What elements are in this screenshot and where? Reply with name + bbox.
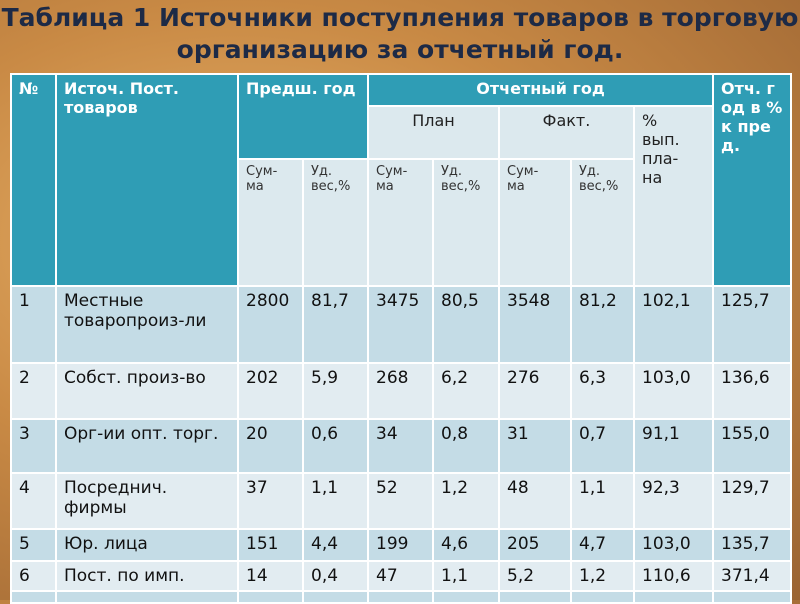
table-cell: 20 [237, 418, 304, 474]
table-row: 6 Пост. по имп. 14 0,4 47 1,1 5,2 1,2 110,6 371,4 [10, 560, 793, 592]
table-row [10, 590, 793, 604]
table-cell: 0,6 [302, 418, 369, 474]
table-cell: 151 [237, 528, 304, 562]
table-cell: 4,7 [570, 528, 635, 562]
table-row: 4 Посреднич. фирмы 37 1,1 52 1,2 48 1,1 92,3 129,… [10, 472, 793, 530]
table-cell: 6,2 [432, 362, 500, 420]
table-cell [237, 590, 304, 604]
table-cell: Орг-ии опт. торг. [55, 418, 239, 474]
table-cell: 3548 [498, 285, 572, 364]
table-cell: 3475 [367, 285, 434, 364]
table-cell: 135,7 [712, 528, 793, 562]
table-cell: 14 [237, 560, 304, 592]
table-cell: 4,4 [302, 528, 369, 562]
table-cell: 125,7 [712, 285, 793, 364]
table-row: 3 Орг-ии опт. торг. 20 0,6 34 0,8 31 0,7 91,1 155… [10, 418, 793, 474]
subheader-cell: Сум- ма [367, 158, 434, 287]
table-cell: 47 [367, 560, 434, 592]
table-cell: Юр. лица [55, 528, 239, 562]
header-cell: Отч. год в % к пред. [712, 73, 793, 287]
subheader-cell: Уд. вес,% [302, 158, 369, 287]
table-cell: Посреднич. фирмы [55, 472, 239, 530]
table-cell: 34 [367, 418, 434, 474]
table-cell: 81,2 [570, 285, 635, 364]
table-cell: 6,3 [570, 362, 635, 420]
header-cell: План [367, 105, 500, 160]
table-row: 1 Местные товаропроиз-ли 2800 81,7 3475 80,5 3… [10, 285, 793, 364]
table-cell: 6 [10, 560, 57, 592]
sources-table: № Источ. Пост. товаров Предш. год Отчетн… [10, 73, 793, 604]
table-cell: 205 [498, 528, 572, 562]
table-cell: 4 [10, 472, 57, 530]
table-cell: 1,2 [570, 560, 635, 592]
subheader-cell: Уд. вес,% [432, 158, 500, 287]
table-cell: 5 [10, 528, 57, 562]
table-cell: 103,0 [632, 528, 715, 562]
table-cell: 31 [498, 418, 572, 474]
table-cell: 103,0 [632, 362, 715, 420]
table-cell [55, 590, 239, 604]
header-cell: Факт. [498, 105, 635, 160]
table-cell: 1,1 [432, 560, 500, 592]
table-cell: 276 [498, 362, 572, 420]
table-cell: 0,8 [432, 418, 500, 474]
table-cell [632, 590, 715, 604]
table-row: 5 Юр. лица 151 4,4 199 4,6 205 4,7 103,0 135,7 [10, 528, 793, 562]
subheader-cell: Уд. вес,% [570, 158, 635, 287]
table-cell: 1,2 [432, 472, 500, 530]
table-cell: 37 [237, 472, 304, 530]
table-cell: 102,1 [632, 285, 715, 364]
table-cell: 91,1 [632, 418, 715, 474]
table-cell [302, 590, 369, 604]
table-cell: 1 [10, 285, 57, 364]
table-cell [10, 590, 57, 604]
table-row: 2 Собст. произ-во 202 5,9 268 6,2 276 6,3 103,0 1… [10, 362, 793, 420]
table-cell: 5,9 [302, 362, 369, 420]
table-cell: 155,0 [712, 418, 793, 474]
table-cell: 3 [10, 418, 57, 474]
table-cell: 48 [498, 472, 572, 530]
table-cell: Собст. произ-во [55, 362, 239, 420]
table-cell: 2 [10, 362, 57, 420]
table-cell: 92,3 [632, 472, 715, 530]
table-cell: 52 [367, 472, 434, 530]
table-cell: 136,6 [712, 362, 793, 420]
header-cell: № [10, 73, 57, 287]
table-cell: 5,2 [498, 560, 572, 592]
table-cell: 81,7 [302, 285, 369, 364]
table-cell [498, 590, 572, 604]
table-cell: 0,4 [302, 560, 369, 592]
table-cell: 371,4 [712, 560, 793, 592]
table-cell: 1,1 [570, 472, 635, 530]
table-cell: Пост. по имп. [55, 560, 239, 592]
header-cell: % вып. пла- на [632, 105, 715, 287]
table-cell: 2800 [237, 285, 304, 364]
table-cell [712, 590, 793, 604]
table-cell: 0,7 [570, 418, 635, 474]
table-cell: 268 [367, 362, 434, 420]
table-cell: 202 [237, 362, 304, 420]
table-cell: Местные товаропроиз-ли [55, 285, 239, 364]
header-cell: Источ. Пост. товаров [55, 73, 239, 287]
table-cell: 129,7 [712, 472, 793, 530]
table-cell: 4,6 [432, 528, 500, 562]
header-cell: Отчетный год [366, 73, 715, 107]
table-cell [570, 590, 635, 604]
table-cell [432, 590, 500, 604]
subheader-cell: Сум- ма [237, 158, 304, 287]
table-cell: 1,1 [302, 472, 369, 530]
subheader-cell: Сум- ма [498, 158, 572, 287]
table-cell [367, 590, 434, 604]
slide-title: Таблица 1 Источники поступления товаров … [1, 3, 799, 64]
table-cell: 110,6 [632, 560, 715, 592]
table-cell: 199 [367, 528, 434, 562]
table-cell: 80,5 [432, 285, 500, 364]
header-cell: Предш. год [237, 73, 369, 160]
